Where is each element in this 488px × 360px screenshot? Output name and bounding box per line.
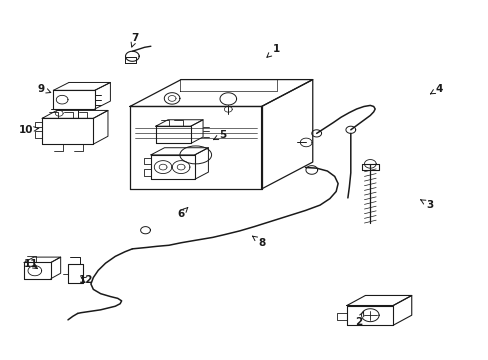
Text: 10: 10 — [19, 125, 39, 135]
Text: 4: 4 — [429, 84, 442, 94]
Text: 9: 9 — [37, 84, 51, 94]
Text: 7: 7 — [131, 33, 138, 47]
Text: 12: 12 — [79, 275, 93, 285]
Text: 2: 2 — [355, 311, 363, 327]
Text: 1: 1 — [266, 44, 279, 57]
Text: 5: 5 — [213, 130, 226, 140]
Text: 8: 8 — [252, 236, 264, 248]
Text: 3: 3 — [420, 200, 432, 210]
Text: 11: 11 — [23, 259, 38, 269]
Text: 6: 6 — [177, 207, 187, 219]
